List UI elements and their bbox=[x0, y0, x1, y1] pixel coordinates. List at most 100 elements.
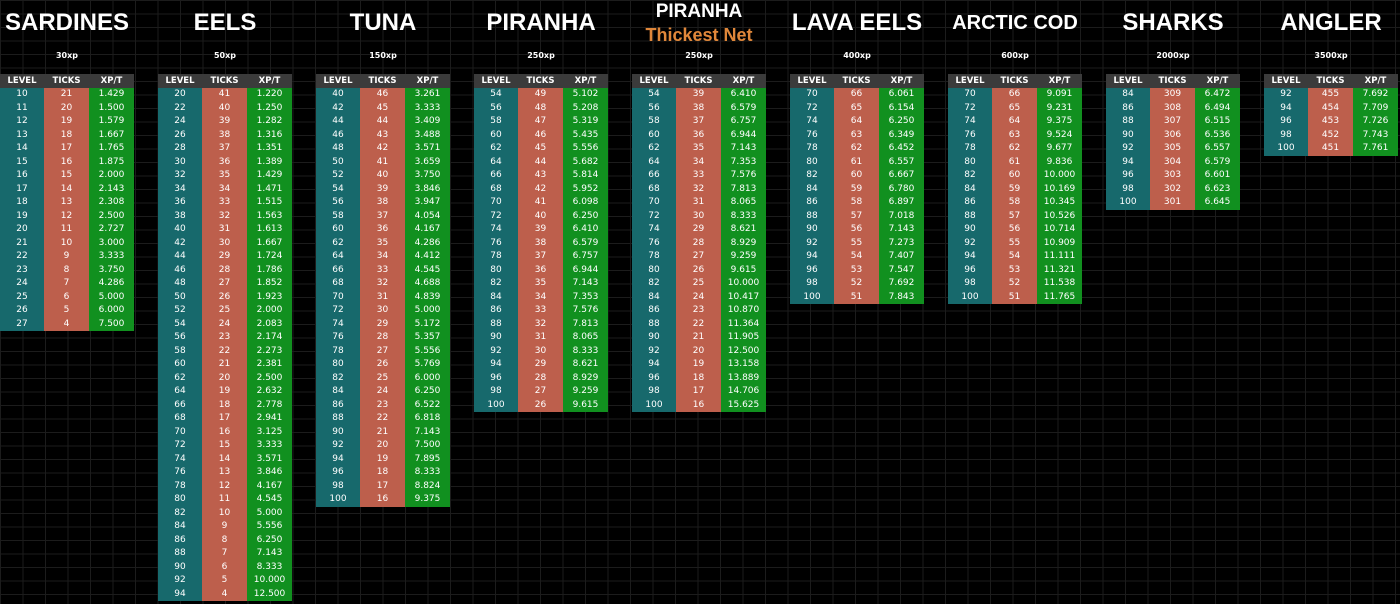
ticks-cell: 22 bbox=[202, 344, 247, 358]
ticks-cell: 35 bbox=[202, 169, 247, 183]
level-cell: 98 bbox=[316, 479, 360, 493]
data-row: 58 22 2.273 bbox=[158, 344, 292, 358]
xp-per-tick-cell: 2.143 bbox=[89, 182, 134, 196]
xp-per-tick-cell: 1.282 bbox=[247, 115, 292, 129]
ticks-cell: 36 bbox=[360, 223, 405, 237]
xp-per-tick-cell: 15.625 bbox=[721, 398, 766, 412]
level-cell: 64 bbox=[474, 155, 518, 169]
xp-per-tick-cell: 3.409 bbox=[405, 115, 450, 129]
level-cell: 11 bbox=[0, 101, 44, 115]
ticks-cell: 14 bbox=[202, 452, 247, 466]
data-row: 82 60 10.000 bbox=[948, 169, 1082, 183]
level-cell: 98 bbox=[1106, 182, 1150, 196]
xp-per-tick-cell: 8.065 bbox=[563, 331, 608, 345]
level-cell: 40 bbox=[158, 223, 202, 237]
data-row: 46 43 3.488 bbox=[316, 128, 450, 142]
level-cell: 27 bbox=[0, 317, 44, 331]
data-row: 74 29 5.172 bbox=[316, 317, 450, 331]
xp-per-tick-cell: 11.321 bbox=[1037, 263, 1082, 277]
ticks-cell: 24 bbox=[676, 290, 721, 304]
data-row: 72 15 3.333 bbox=[158, 439, 292, 453]
data-row: 82 25 10.000 bbox=[632, 277, 766, 291]
xp-label: 150xp bbox=[369, 51, 397, 60]
xp-per-tick-cell: 6.000 bbox=[89, 304, 134, 318]
xp-per-tick-cell: 8.929 bbox=[721, 236, 766, 250]
level-cell: 92 bbox=[474, 344, 518, 358]
ticks-cell: 39 bbox=[360, 182, 405, 196]
level-cell: 24 bbox=[158, 115, 202, 129]
xp-per-tick-cell: 9.615 bbox=[721, 263, 766, 277]
data-row: 60 36 4.167 bbox=[316, 223, 450, 237]
ticks-cell: 30 bbox=[518, 344, 563, 358]
data-row: 74 14 3.571 bbox=[158, 452, 292, 466]
header-row: LEVEL TICKS XP/T bbox=[158, 74, 292, 88]
level-cell: 16 bbox=[0, 169, 44, 183]
data-row: 94 454 7.709 bbox=[1264, 101, 1398, 115]
ticks-cell: 31 bbox=[360, 290, 405, 304]
data-row: 72 30 8.333 bbox=[632, 209, 766, 223]
data-row: 24 39 1.282 bbox=[158, 115, 292, 129]
column-header: LEVEL bbox=[158, 74, 202, 88]
data-row: 40 46 3.261 bbox=[316, 88, 450, 102]
xp-per-tick-cell: 2.500 bbox=[89, 209, 134, 223]
header-row: LEVEL TICKS XP/T bbox=[1106, 74, 1240, 88]
ticks-cell: 27 bbox=[360, 344, 405, 358]
ticks-cell: 32 bbox=[202, 209, 247, 223]
level-cell: 100 bbox=[790, 290, 834, 304]
level-cell: 68 bbox=[632, 182, 676, 196]
data-row: 72 30 5.000 bbox=[316, 304, 450, 318]
data-row: 48 27 1.852 bbox=[158, 277, 292, 291]
data-row: 92 30 8.333 bbox=[474, 344, 608, 358]
ticks-cell: 39 bbox=[518, 223, 563, 237]
level-cell: 62 bbox=[632, 142, 676, 156]
level-cell: 66 bbox=[474, 169, 518, 183]
ticks-cell: 37 bbox=[518, 250, 563, 264]
data-row: 82 25 6.000 bbox=[316, 371, 450, 385]
level-cell: 88 bbox=[474, 317, 518, 331]
ticks-cell: 453 bbox=[1308, 115, 1353, 129]
level-cell: 62 bbox=[474, 142, 518, 156]
fish-table: ARCTIC COD 600xp LEVEL TICKS XP/T 70 66 9.091 72… bbox=[948, 0, 1082, 604]
ticks-cell: 62 bbox=[992, 142, 1037, 156]
ticks-cell: 16 bbox=[360, 493, 405, 507]
xp-per-tick-cell: 5.357 bbox=[405, 331, 450, 345]
xp-per-tick-cell: 11.765 bbox=[1037, 290, 1082, 304]
ticks-cell: 22 bbox=[360, 412, 405, 426]
level-cell: 28 bbox=[158, 142, 202, 156]
xp-per-tick-cell: 7.143 bbox=[247, 547, 292, 561]
data-row: 78 62 9.677 bbox=[948, 142, 1082, 156]
level-cell: 80 bbox=[158, 493, 202, 507]
ticks-cell: 41 bbox=[202, 88, 247, 102]
xp-per-tick-cell: 1.563 bbox=[247, 209, 292, 223]
ticks-cell: 54 bbox=[834, 250, 879, 264]
level-cell: 76 bbox=[316, 331, 360, 345]
data-row: 96 53 11.321 bbox=[948, 263, 1082, 277]
ticks-cell: 25 bbox=[202, 304, 247, 318]
data-row: 86 8 6.250 bbox=[158, 533, 292, 547]
column-header: TICKS bbox=[1150, 74, 1195, 88]
xp-per-tick-cell: 11.111 bbox=[1037, 250, 1082, 264]
data-row: 84 59 6.780 bbox=[790, 182, 924, 196]
ticks-cell: 18 bbox=[202, 398, 247, 412]
xp-per-tick-cell: 6.757 bbox=[721, 115, 766, 129]
xp-per-tick-cell: 3.846 bbox=[247, 466, 292, 480]
xp-per-tick-cell: 9.524 bbox=[1037, 128, 1082, 142]
data-row: 94 304 6.579 bbox=[1106, 155, 1240, 169]
data-row: 68 32 4.688 bbox=[316, 277, 450, 291]
xp-per-tick-cell: 12.500 bbox=[247, 587, 292, 601]
level-cell: 58 bbox=[474, 115, 518, 129]
data-row: 86 23 6.522 bbox=[316, 398, 450, 412]
data-row: 74 64 6.250 bbox=[790, 115, 924, 129]
data-row: 98 17 8.824 bbox=[316, 479, 450, 493]
xp-per-tick-cell: 6.667 bbox=[879, 169, 924, 183]
ticks-cell: 6 bbox=[202, 560, 247, 574]
ticks-cell: 33 bbox=[202, 196, 247, 210]
xp-per-tick-cell: 5.435 bbox=[563, 128, 608, 142]
xp-per-tick-cell: 1.220 bbox=[247, 88, 292, 102]
data-row: 64 19 2.632 bbox=[158, 385, 292, 399]
data-row: 86 308 6.494 bbox=[1106, 101, 1240, 115]
data-row: 100 16 9.375 bbox=[316, 493, 450, 507]
xp-per-tick-cell: 6.557 bbox=[1195, 142, 1240, 156]
level-cell: 21 bbox=[0, 236, 44, 250]
table-title: ANGLER bbox=[1280, 9, 1382, 36]
